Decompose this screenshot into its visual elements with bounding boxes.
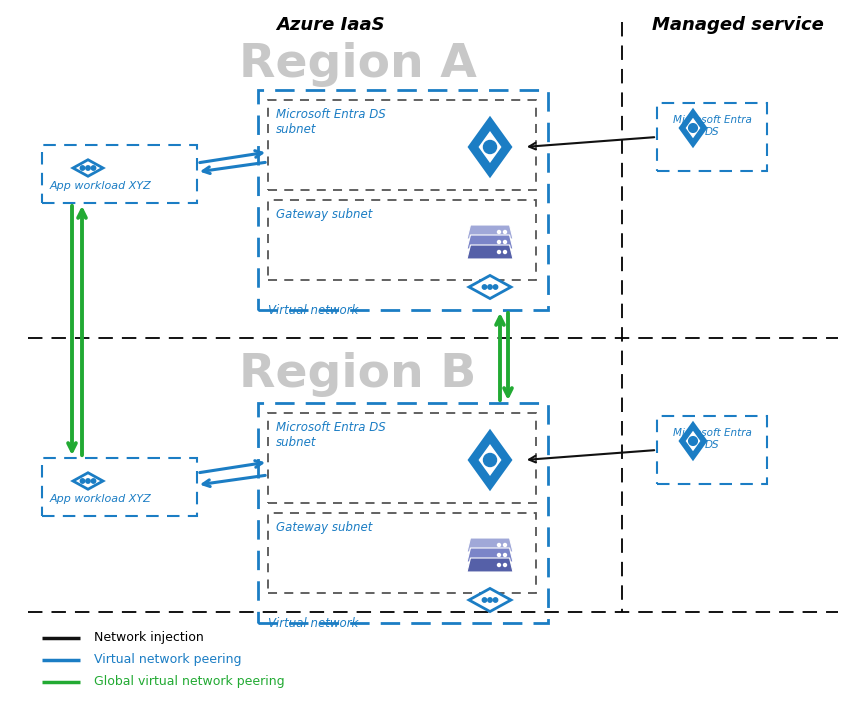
Polygon shape — [466, 427, 514, 493]
Polygon shape — [468, 276, 510, 299]
Circle shape — [503, 554, 506, 556]
Circle shape — [91, 166, 96, 170]
Text: Microsoft Entra
DS: Microsoft Entra DS — [672, 428, 751, 449]
Circle shape — [503, 544, 506, 546]
Polygon shape — [477, 130, 502, 164]
Circle shape — [483, 454, 496, 467]
Circle shape — [497, 251, 500, 253]
Circle shape — [503, 230, 506, 233]
Circle shape — [85, 479, 90, 483]
Circle shape — [503, 241, 506, 243]
Polygon shape — [467, 548, 513, 562]
Circle shape — [85, 166, 90, 170]
Circle shape — [497, 554, 500, 556]
Bar — [258, 90, 548, 310]
Bar — [268, 513, 536, 593]
Polygon shape — [73, 159, 103, 176]
Text: App workload XYZ: App workload XYZ — [50, 181, 152, 191]
Polygon shape — [676, 419, 708, 463]
Text: Virtual network peering: Virtual network peering — [94, 653, 241, 666]
Bar — [656, 103, 766, 171]
Bar — [258, 403, 548, 623]
Text: Region A: Region A — [239, 42, 476, 87]
Polygon shape — [684, 429, 700, 452]
Circle shape — [493, 285, 497, 289]
Circle shape — [688, 123, 697, 132]
Polygon shape — [466, 114, 514, 180]
Circle shape — [503, 564, 506, 567]
Polygon shape — [467, 538, 513, 552]
Bar — [42, 145, 197, 203]
Text: Microsoft Entra
DS: Microsoft Entra DS — [672, 115, 751, 136]
Bar — [268, 200, 536, 280]
Circle shape — [482, 598, 486, 602]
Circle shape — [483, 141, 496, 154]
Polygon shape — [468, 589, 510, 612]
Polygon shape — [684, 116, 700, 139]
Text: Managed service: Managed service — [652, 16, 823, 34]
Text: Virtual network: Virtual network — [268, 617, 358, 630]
Text: Network injection: Network injection — [94, 632, 204, 645]
Circle shape — [688, 437, 697, 445]
Polygon shape — [73, 472, 103, 489]
Text: Microsoft Entra DS
subnet: Microsoft Entra DS subnet — [276, 421, 386, 449]
Circle shape — [497, 230, 500, 233]
Circle shape — [80, 479, 84, 483]
Bar — [268, 413, 536, 503]
Circle shape — [503, 251, 506, 253]
Polygon shape — [467, 245, 513, 259]
Text: Gateway subnet: Gateway subnet — [276, 208, 372, 221]
Text: Microsoft Entra DS
subnet: Microsoft Entra DS subnet — [276, 108, 386, 136]
Circle shape — [91, 479, 96, 483]
Circle shape — [497, 544, 500, 546]
Circle shape — [497, 241, 500, 243]
Polygon shape — [477, 443, 502, 477]
Bar — [268, 100, 536, 190]
Circle shape — [497, 564, 500, 567]
Circle shape — [80, 166, 84, 170]
Polygon shape — [467, 235, 513, 249]
Bar — [42, 458, 197, 516]
Bar — [656, 416, 766, 484]
Text: Region B: Region B — [239, 352, 476, 397]
Polygon shape — [467, 558, 513, 572]
Circle shape — [493, 598, 497, 602]
Polygon shape — [676, 106, 708, 150]
Polygon shape — [467, 225, 513, 239]
Text: Virtual network: Virtual network — [268, 304, 358, 317]
Text: Gateway subnet: Gateway subnet — [276, 521, 372, 534]
Circle shape — [487, 598, 491, 602]
Circle shape — [487, 285, 491, 289]
Circle shape — [482, 285, 486, 289]
Text: Global virtual network peering: Global virtual network peering — [94, 676, 284, 689]
Text: Azure IaaS: Azure IaaS — [276, 16, 384, 34]
Text: App workload XYZ: App workload XYZ — [50, 494, 152, 504]
